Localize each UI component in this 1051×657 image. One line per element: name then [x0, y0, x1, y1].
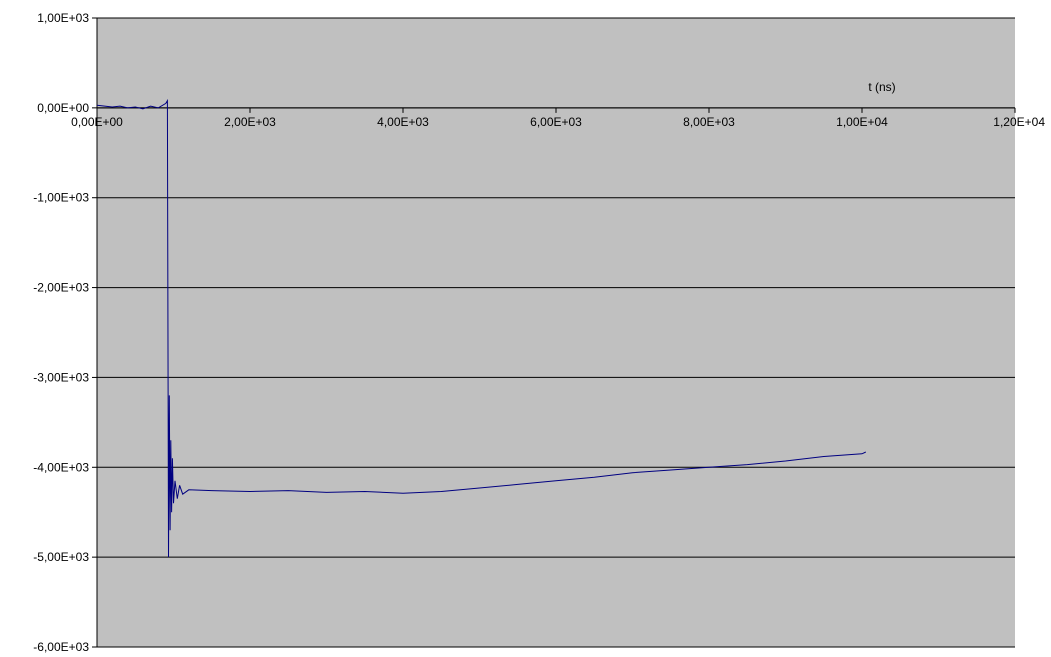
y-tick-label-5: -4,00E+03 — [33, 460, 89, 474]
y-tick-label-0: 1,00E+03 — [37, 11, 89, 25]
y-tick-label-7: -6,00E+03 — [33, 640, 89, 654]
series-line — [96, 98, 867, 558]
x-tick-label-4: 8,00E+03 — [683, 115, 735, 129]
y-tick-label-4: -3,00E+03 — [33, 370, 89, 384]
y-tick-label-1: 0,00E+00 — [37, 101, 89, 115]
y-axis-ticks: 1,00E+03 0,00E+00 -1,00E+03 -2,00E+03 -3,00E… — [33, 11, 97, 654]
x-tick-label-5: 1,00E+04 — [836, 115, 888, 129]
x-tick-label-1: 2,00E+03 — [224, 115, 276, 129]
x-tick-label-3: 6,00E+03 — [530, 115, 582, 129]
x-tick-label-2: 4,00E+03 — [377, 115, 429, 129]
x-tick-label-0: 0,00E+00 — [71, 115, 123, 129]
x-tick-label-6: 1,20E+04 — [993, 115, 1045, 129]
x-axis-ticks: 0,00E+00 2,00E+03 4,00E+03 6,00E+03 8,00E+03… — [71, 107, 1045, 129]
y-tick-label-3: -2,00E+03 — [33, 281, 89, 295]
y-tick-label-6: -5,00E+03 — [33, 550, 89, 564]
x-axis-title: t (ns) — [868, 80, 895, 94]
plot-area — [97, 18, 1015, 647]
y-tick-label-2: -1,00E+03 — [33, 191, 89, 205]
